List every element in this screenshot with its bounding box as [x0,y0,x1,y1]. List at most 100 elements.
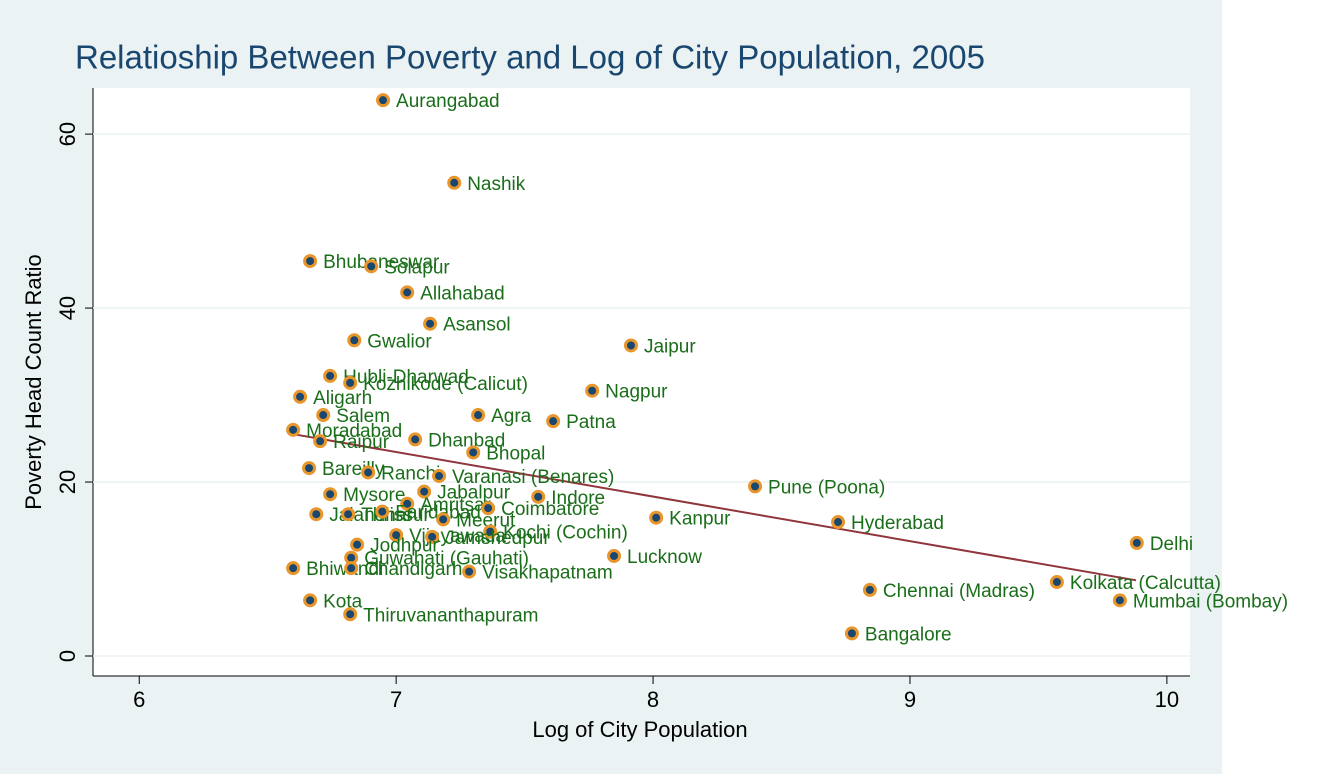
point [361,465,376,480]
point-label: Kota [323,591,363,612]
point [293,389,308,404]
point-label: Aurangabad [396,91,500,112]
point-label: Amritsar [420,495,491,516]
point [347,333,362,348]
point-label: Kochi (Cochin) [503,523,628,544]
x-tick-label: 10 [1155,687,1179,712]
point [376,93,391,108]
y-tick-label: 40 [55,296,80,320]
point [400,285,415,300]
point-label: Thiruvananthapuram [363,605,538,626]
point [1112,593,1127,608]
point [607,548,622,563]
point-label: Jaipur [644,336,696,357]
y-tick-label: 0 [55,650,80,662]
point-label: Mumbai (Bombay) [1133,591,1288,612]
point [323,368,338,383]
point [466,445,481,460]
point [313,434,328,449]
point-label: Jabalpur [437,483,511,504]
point [748,479,763,494]
point-label: Nagpur [605,382,668,403]
point [649,510,664,525]
point [309,507,324,522]
point [436,512,451,527]
chart-title: Relatioship Between Poverty and Log of C… [75,39,985,76]
point [432,468,447,483]
point-label: Bhubaneswar [323,252,440,273]
point-label: Guwahati (Gauhati) [364,549,529,570]
point-label: Indore [551,488,605,509]
y-tick-label: 20 [55,470,80,494]
point [447,175,462,190]
point [302,461,317,476]
point [286,561,301,576]
point-label: Coimbatore [501,499,599,520]
point-label: Ranchi [381,463,440,484]
point-label: Mysore [343,485,405,506]
point-label: Dhanbad [428,430,505,451]
point-label: Bareilly [322,459,385,480]
point [483,524,498,539]
point [531,489,546,504]
point [303,593,318,608]
point-label: Agra [491,406,532,427]
point [375,504,390,519]
point-label: Jodhpur [370,536,439,557]
point [400,496,415,511]
point-label: Patna [566,412,616,433]
point [844,626,859,641]
point [425,529,440,544]
point-label: Meerut [456,510,516,531]
point-label: Raipur [333,432,390,453]
point [323,487,338,502]
x-tick-label: 7 [390,687,402,712]
point [408,432,423,447]
x-tick-label: 9 [904,687,916,712]
point-label: Pune (Poona) [768,477,885,498]
fit-line [293,433,1137,582]
point-label: Hubli-Dharwad [343,367,469,388]
point [316,408,331,423]
point-label: Jamshedpur [445,528,550,549]
point-label: Bhopal [486,443,545,464]
point-label: Kanpur [669,509,731,530]
point [1049,575,1064,590]
point [350,537,365,552]
point-label: Aligarh [313,388,372,409]
point-label: Kolkata (Calcutta) [1070,573,1221,594]
plot-area [93,88,1190,676]
y-tick-label: 60 [55,122,80,146]
x-axis-label: Log of City Population [532,717,747,742]
point [623,338,638,353]
point-label: Bangalore [865,624,952,645]
point [389,528,404,543]
y-axis-label: Poverty Head Count Ratio [21,254,46,510]
point [471,408,486,423]
point [462,564,477,579]
point-label: Delhi [1150,534,1193,555]
point-label: Salem [336,406,390,427]
point-label: Chennai (Madras) [883,581,1035,602]
point [831,515,846,530]
point-label: Kozhikode (Calicut) [363,374,528,395]
point-label: Nashik [467,174,526,195]
point [341,507,356,522]
point-label: Hyderabad [851,513,944,534]
point [343,607,358,622]
point-label: Visakhapatnam [482,563,613,584]
point [546,414,561,429]
x-tick-label: 6 [133,687,145,712]
point-label: Moradabad [306,421,402,442]
point [585,383,600,398]
point-label: Solapur [384,257,450,278]
point [343,375,358,390]
point [417,484,432,499]
point [481,501,496,516]
point [344,561,359,576]
point [364,259,379,274]
point-label: Asansol [443,315,511,336]
point [286,422,301,437]
point-label: Faridabad [395,503,481,524]
point [303,254,318,269]
